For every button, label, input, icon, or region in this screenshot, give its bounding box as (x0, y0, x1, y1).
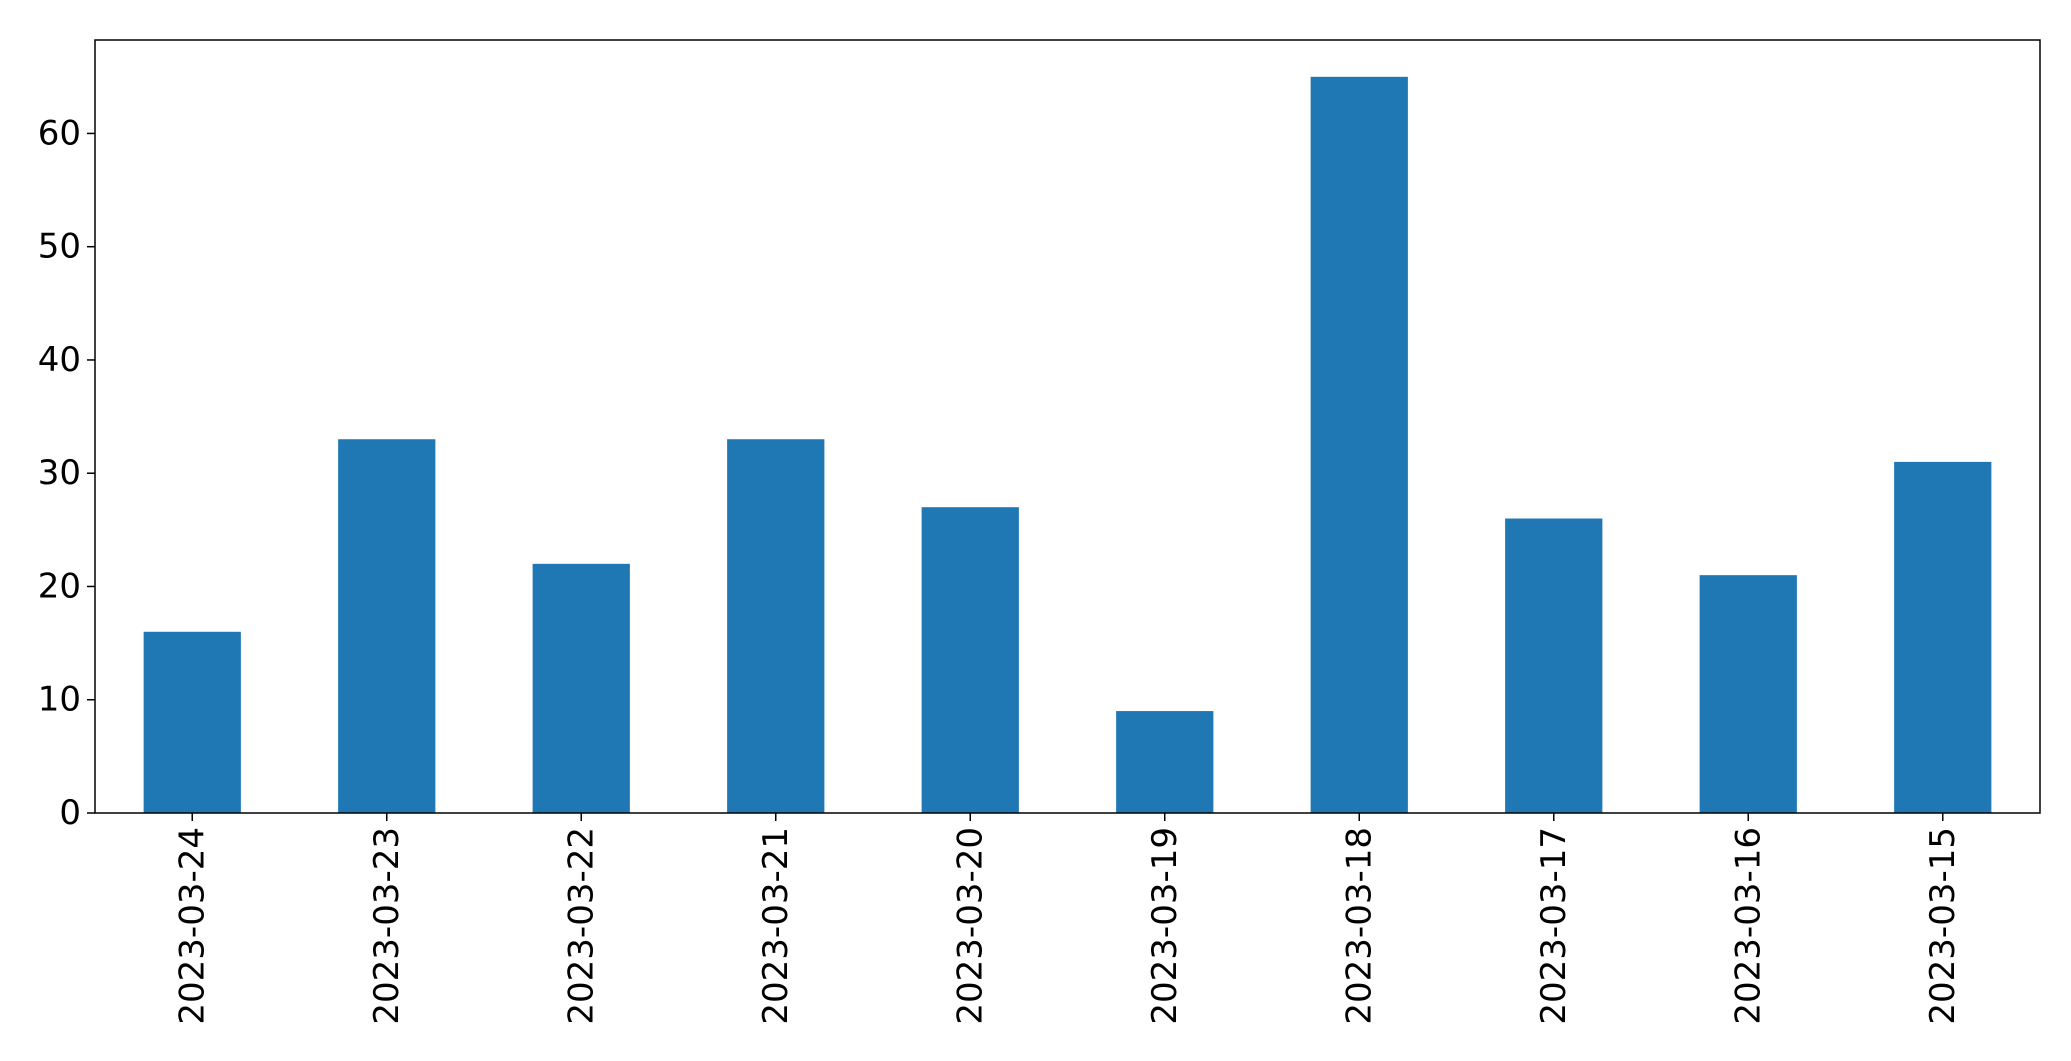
x-tick-label: 2023-03-24 (172, 827, 212, 1025)
y-tick-label: 10 (38, 680, 81, 720)
bar-2023-03-22 (533, 564, 630, 813)
bar-2023-03-20 (922, 507, 1019, 813)
y-tick-label: 50 (38, 227, 81, 267)
y-tick-label: 30 (38, 453, 81, 493)
x-axis: 2023-03-24 2023-03-23 2023-03-22 2023-03-21… (172, 813, 1963, 1025)
bar-2023-03-16 (1700, 575, 1797, 813)
bars-layer (144, 77, 1992, 813)
x-tick-label: 2023-03-19 (1145, 827, 1185, 1025)
bar-2023-03-24 (144, 632, 241, 813)
bar-2023-03-21 (727, 439, 824, 813)
bar-2023-03-18 (1311, 77, 1408, 813)
y-tick-label: 20 (38, 566, 81, 606)
x-tick-label: 2023-03-20 (950, 827, 990, 1025)
bar-2023-03-23 (338, 439, 435, 813)
y-axis: 0 10 20 30 40 50 60 (38, 113, 95, 833)
y-tick-label: 60 (38, 113, 81, 153)
y-tick-label: 40 (38, 340, 81, 380)
x-tick-label: 2023-03-21 (756, 827, 796, 1025)
x-tick-label: 2023-03-17 (1534, 827, 1574, 1025)
x-tick-label: 2023-03-23 (367, 827, 407, 1025)
bar-2023-03-15 (1894, 462, 1991, 813)
x-tick-label: 2023-03-16 (1728, 827, 1768, 1025)
bar-2023-03-17 (1505, 519, 1602, 813)
x-tick-label: 2023-03-15 (1923, 827, 1963, 1025)
bar-2023-03-19 (1116, 711, 1213, 813)
y-tick-label: 0 (59, 793, 81, 833)
x-tick-label: 2023-03-18 (1339, 827, 1379, 1025)
x-tick-label: 2023-03-22 (561, 827, 601, 1025)
